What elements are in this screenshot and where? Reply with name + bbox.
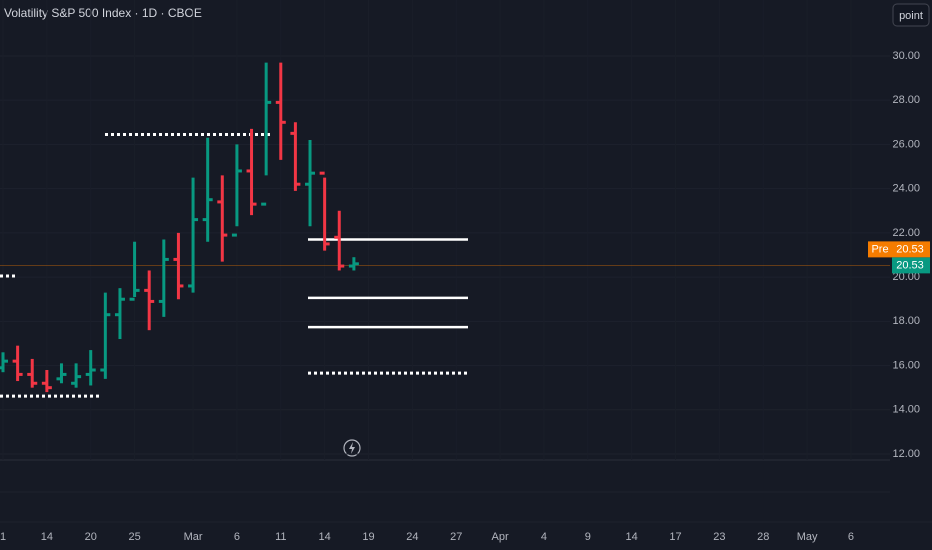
point-button[interactable]: point (899, 10, 923, 22)
y-tick-label: 22.00 (892, 227, 920, 239)
x-tick-label: 14 (41, 531, 53, 543)
y-tick-label: 30.00 (892, 50, 920, 62)
y-tick-label: 18.00 (892, 315, 920, 327)
x-tick-label: 20 (85, 531, 97, 543)
button-frame[interactable] (892, 3, 930, 27)
x-tick-label: 27 (450, 531, 462, 543)
x-tick-label: 14 (319, 531, 331, 543)
x-tick-label: 14 (626, 531, 638, 543)
x-tick-label: 9 (585, 531, 591, 543)
x-tick-label: 24 (406, 531, 418, 543)
price-label-bg (892, 241, 930, 258)
x-tick-label: 17 (669, 531, 681, 543)
x-tick-label: Apr (492, 531, 509, 543)
y-tick-label: 28.00 (892, 94, 920, 106)
y-tick-label: 24.00 (892, 183, 920, 195)
x-tick-label: 23 (713, 531, 725, 543)
chart-title: Volatility S&P 500 Index · 1D · CBOE (4, 6, 202, 20)
x-tick-label: 11 (275, 531, 286, 543)
y-tick-label: 20.00 (892, 271, 920, 283)
y-tick-label: 16.00 (892, 359, 920, 371)
pre-tag-bg (868, 241, 892, 258)
x-tick-label: Mar (184, 531, 203, 543)
x-tick-label: May (797, 531, 818, 543)
x-tick-label: 1 (0, 531, 6, 543)
pre-tag: Pre (871, 243, 888, 255)
replay-icon[interactable] (343, 439, 361, 457)
price-label: 20.53 (896, 243, 924, 255)
x-tick-label: 6 (234, 531, 240, 543)
x-tick-label: 19 (362, 531, 374, 543)
x-tick-label: 25 (128, 531, 140, 543)
x-tick-label: 4 (541, 531, 547, 543)
price-label: 20.53 (896, 259, 924, 271)
x-tick-label: 28 (757, 531, 769, 543)
y-tick-label: 26.00 (892, 138, 920, 150)
x-tick-label: 6 (848, 531, 854, 543)
y-tick-label: 14.00 (892, 404, 920, 416)
price-label-bg (892, 257, 930, 274)
y-tick-label: 12.00 (892, 448, 920, 460)
